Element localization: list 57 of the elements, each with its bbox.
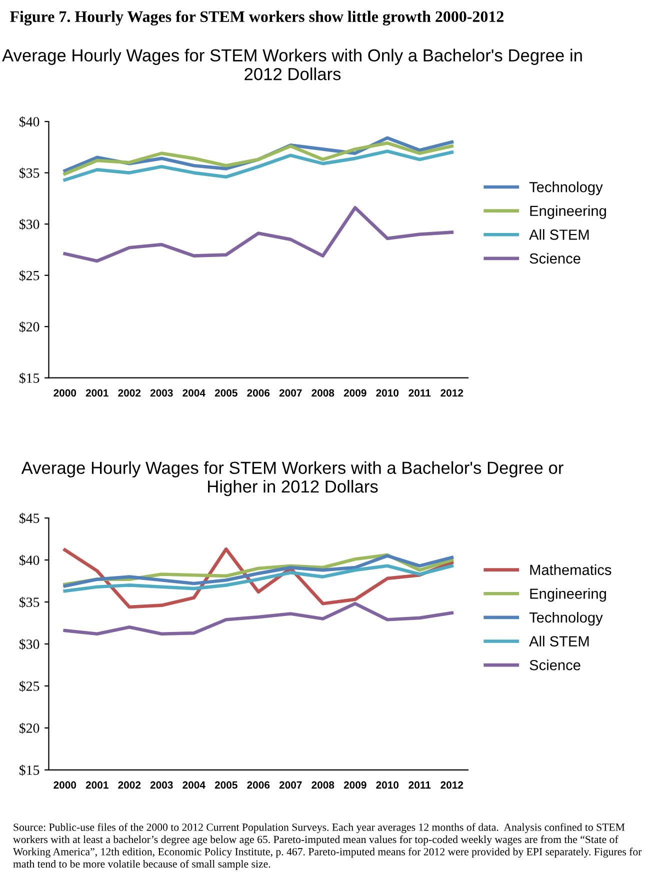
legend-label: Technology xyxy=(529,612,603,626)
x-tick-label: 2004 xyxy=(182,781,206,789)
y-tick-label: $45 xyxy=(19,512,40,524)
x-tick-label: 2010 xyxy=(376,781,399,789)
y-tick-label: $20 xyxy=(19,321,40,332)
y-tick-label: $15 xyxy=(19,764,40,776)
x-tick-label: 2003 xyxy=(150,389,173,397)
x-tick-label: 2003 xyxy=(150,781,173,789)
x-tick-label: 2008 xyxy=(312,781,334,789)
x-tick-label: 2012 xyxy=(440,389,464,397)
x-tick-label: 2006 xyxy=(247,781,270,789)
x-tick-label: 2012 xyxy=(440,781,464,789)
y-tick-label: $20 xyxy=(19,722,40,734)
y-tick-label: $35 xyxy=(19,168,40,179)
x-tick-label: 2005 xyxy=(214,389,238,397)
legend-label: Engineering xyxy=(530,205,606,219)
legend-label: Technology xyxy=(529,182,603,196)
x-tick-label: 2006 xyxy=(247,389,270,397)
x-tick-label: 2002 xyxy=(118,389,141,397)
x-tick-label: 2005 xyxy=(214,781,238,789)
line-series xyxy=(63,150,454,182)
line-series xyxy=(63,141,454,176)
legend-label: Mathematics xyxy=(530,564,612,576)
x-tick-label: 2000 xyxy=(54,781,76,789)
x-tick-label: 2001 xyxy=(86,781,108,789)
y-tick-label: $25 xyxy=(19,270,40,282)
x-tick-label: 2002 xyxy=(118,781,141,789)
y-tick-label: $35 xyxy=(19,596,40,608)
x-tick-label: 2004 xyxy=(182,389,206,397)
legend-label: Engineering xyxy=(530,588,606,602)
x-tick-label: 2007 xyxy=(279,781,302,789)
source-note: Source: Public-use files of the 2000 to 2012 Current Population Surveys. Each year averages 12 months of data. Analysis confined to STEM workers with at least a bachelor’s degree age below age 65. Pareto-imputed mean values for top-coded weekly wages are from the “State of Working America”, 12th edition, Economic Policy Institute, p. 467. Pareto-imputed means for 2012 were provided by EPI separately. Figures for math tend to be more volatile because of small sample size. xyxy=(13,823,642,870)
line-series xyxy=(63,602,454,636)
legend-label: All STEM xyxy=(529,229,589,240)
x-tick-label: 2009 xyxy=(344,389,366,397)
line-series xyxy=(63,564,454,593)
legend-label: All STEM xyxy=(529,636,589,646)
caption: Figure 7. Hourly Wages for STEM workers show little growth 2000-2012 xyxy=(10,10,504,26)
x-tick-label: 2007 xyxy=(279,389,302,397)
y-tick-label: $15 xyxy=(19,372,40,384)
chart-title: Average Hourly Wages for STEM Workers with a Bachelor's Degree or Higher in 2012 Dollars xyxy=(21,461,564,496)
y-tick-label: $25 xyxy=(19,680,40,692)
legend-label: Science xyxy=(530,252,580,264)
x-tick-label: 2001 xyxy=(86,389,108,397)
y-tick-label: $40 xyxy=(19,554,40,566)
x-tick-label: 2008 xyxy=(312,389,334,397)
y-tick-label: $40 xyxy=(19,116,40,128)
line-series xyxy=(63,206,454,263)
x-tick-label: 2011 xyxy=(408,389,431,397)
x-tick-label: 2011 xyxy=(408,781,431,789)
x-tick-label: 2010 xyxy=(376,389,399,397)
y-tick-label: $30 xyxy=(19,218,40,230)
x-tick-label: 2000 xyxy=(54,389,76,397)
legend-label: Science xyxy=(530,660,580,670)
chart-title: Average Hourly Wages for STEM Workers with Only a Bachelor's Degree in 2012 Dollars xyxy=(2,48,582,80)
x-tick-label: 2009 xyxy=(344,781,366,789)
y-tick-label: $30 xyxy=(19,638,40,650)
